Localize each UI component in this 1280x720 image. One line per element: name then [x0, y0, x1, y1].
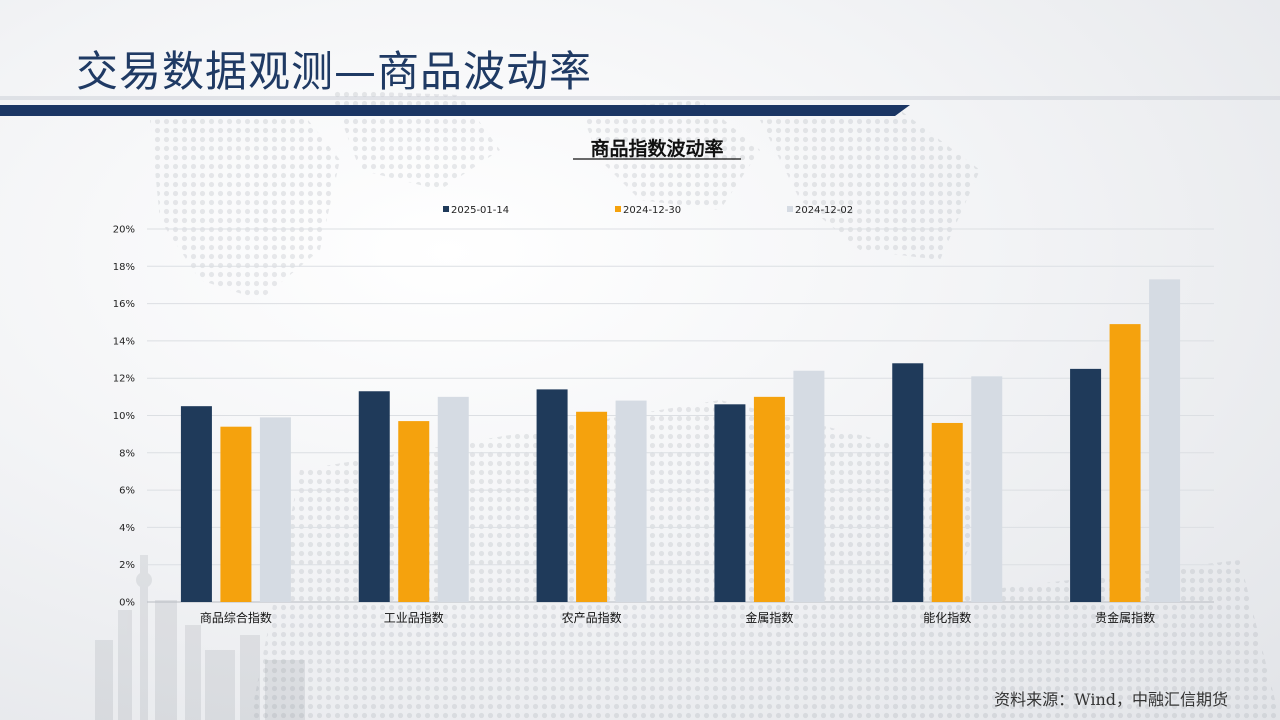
bar-2024-12-30-贵金属指数 [1109, 324, 1141, 602]
bar-2024-12-30-工业品指数 [398, 421, 430, 602]
x-category-label: 商品综合指数 [200, 610, 272, 625]
y-tick-label: 6% [119, 486, 135, 497]
y-tick-label: 14% [113, 336, 135, 347]
x-category-label: 工业品指数 [384, 610, 444, 625]
chart-bars [180, 279, 1181, 602]
legend-label: 2024-12-02 [795, 205, 853, 216]
bar-2024-12-30-金属指数 [753, 396, 785, 602]
x-category-label: 金属指数 [745, 610, 793, 625]
bar-2025-01-14-能化指数 [892, 363, 924, 602]
x-category-label: 农产品指数 [562, 610, 622, 625]
y-tick-label: 12% [113, 374, 135, 385]
y-tick-label: 0% [119, 598, 135, 609]
bar-2025-01-14-农产品指数 [536, 389, 568, 602]
bar-2024-12-02-能化指数 [971, 376, 1003, 602]
bar-2025-01-14-贵金属指数 [1070, 368, 1102, 602]
bar-2025-01-14-商品综合指数 [180, 406, 212, 602]
bar-2024-12-30-能化指数 [931, 422, 963, 602]
x-category-label: 贵金属指数 [1095, 610, 1155, 625]
bar-2025-01-14-金属指数 [714, 404, 746, 602]
bar-2024-12-30-商品综合指数 [220, 426, 252, 602]
y-tick-label: 20% [113, 225, 135, 236]
bar-2024-12-02-工业品指数 [437, 396, 469, 602]
legend-label: 2024-12-30 [623, 205, 681, 216]
y-tick-label: 8% [119, 448, 135, 459]
y-tick-label: 2% [119, 560, 135, 571]
y-tick-label: 16% [113, 299, 135, 310]
y-tick-label: 4% [119, 523, 135, 534]
bar-2024-12-30-农产品指数 [576, 411, 608, 602]
y-axis-ticks: 0% 2% 4% 6% 8% 10% 12% 14% 16% 18% 20% [113, 225, 135, 609]
page-title: 交易数据观测—商品波动率 [76, 47, 593, 96]
bar-2025-01-14-工业品指数 [358, 391, 390, 602]
x-axis-labels: 商品综合指数 工业品指数 农产品指数 金属指数 能化指数 贵金属指数 [200, 610, 1155, 625]
chart-title: 商品指数波动率 [590, 137, 723, 160]
bar-2024-12-02-金属指数 [793, 370, 825, 602]
chart-gridlines [147, 228, 1214, 603]
header-divider-bar [0, 96, 1280, 116]
bar-2024-12-02-贵金属指数 [1149, 279, 1181, 602]
bar-2024-12-02-农产品指数 [615, 400, 647, 602]
legend-label: 2025-01-14 [451, 205, 509, 216]
y-tick-label: 10% [113, 411, 135, 422]
legend-swatch [443, 206, 449, 212]
chart-legend: 2025-01-14 2024-12-30 2024-12-02 [443, 205, 853, 216]
y-tick-label: 18% [113, 262, 135, 273]
bar-2024-12-02-商品综合指数 [259, 417, 291, 602]
legend-swatch [787, 206, 793, 212]
source-note: 资料来源：Wind，中融汇信期货 [994, 690, 1228, 709]
x-category-label: 能化指数 [923, 610, 971, 625]
legend-swatch [615, 206, 621, 212]
